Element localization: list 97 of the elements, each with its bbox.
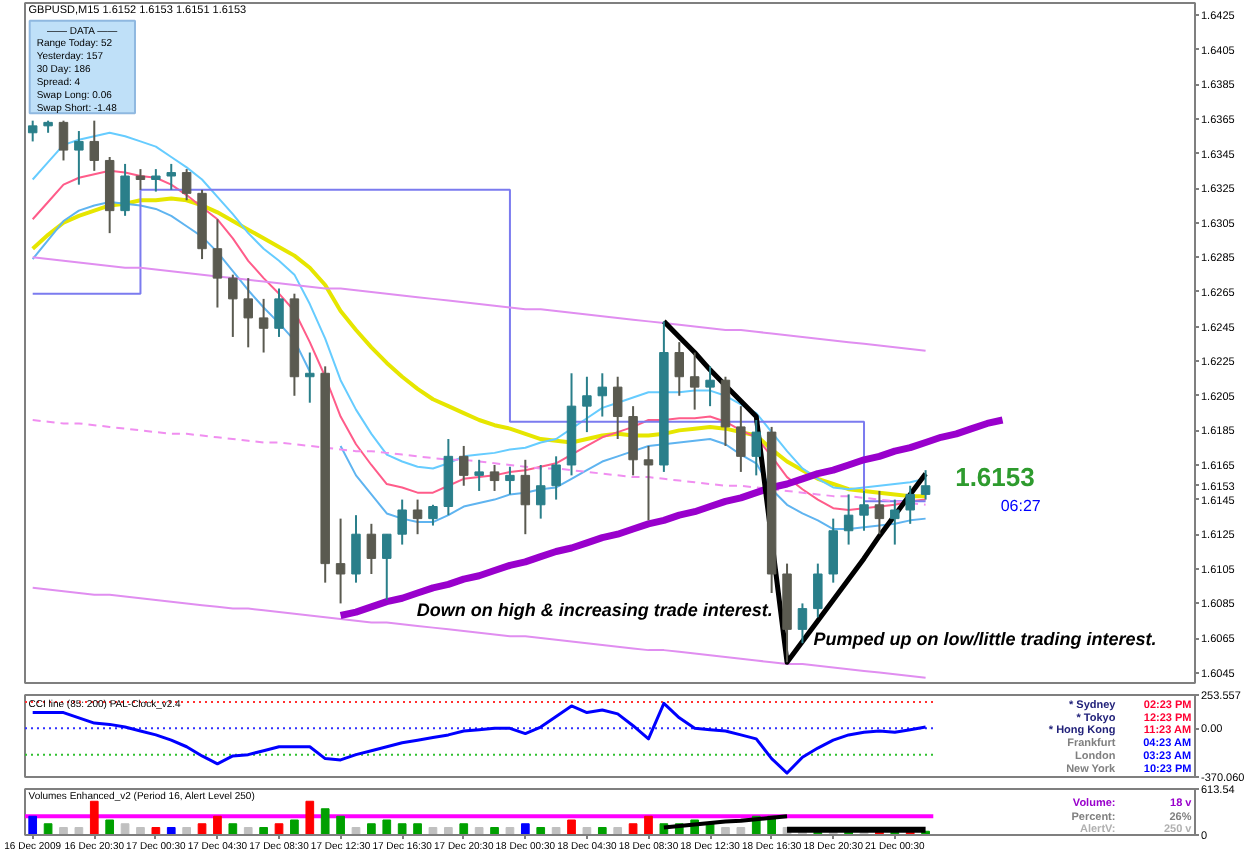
candlestick [874,489,885,536]
bar [259,827,268,835]
candlestick [797,602,808,645]
bar [644,815,653,835]
candlestick [228,273,238,338]
candlestick [736,405,746,473]
candlestick [582,375,592,434]
candlestick [489,463,500,492]
candlestick [920,469,931,501]
bar [736,827,746,835]
bar [305,800,315,835]
annotation: 1.6153 [955,461,1035,492]
bar [228,823,238,835]
candlestick [459,444,469,487]
candlestick [166,162,176,191]
candlestick [890,498,900,546]
candlestick [212,218,223,309]
candlestick [135,168,146,191]
bar [243,827,253,835]
bar [120,823,130,835]
bar [105,819,115,835]
candlestick [828,517,838,584]
bar [490,827,499,835]
candlestick [720,375,731,447]
candlestick [535,463,546,520]
bar [382,819,392,835]
bar [459,823,469,835]
candlestick [89,119,100,172]
bar [613,827,623,835]
bar [428,827,438,835]
candlestick [597,372,608,418]
candlestick [335,517,346,605]
bar [582,827,592,835]
bar [274,823,284,835]
candlestick [58,119,69,162]
candlestick [258,297,269,354]
bar [74,827,84,835]
bar [367,823,376,835]
candlestick [27,119,38,143]
candlestick [274,287,284,338]
annotation: Pumped up on low/little trading interest. [813,629,1157,650]
candlestick [689,351,700,411]
line-series [31,701,928,775]
candlestick [412,498,423,536]
bar [474,827,484,835]
bar [351,827,361,835]
candlestick [474,458,484,492]
bar [59,827,68,835]
bar [536,827,546,835]
candlestick [751,419,761,477]
bar [597,827,607,835]
bar [166,827,176,835]
bar [505,827,515,835]
candlestick [428,503,438,527]
bar [413,823,422,835]
candlestick [813,562,823,619]
annotation: 06:27 [1000,497,1042,516]
bar [444,827,453,835]
candlestick [520,458,531,536]
candlestick [905,484,915,525]
candlestick [843,493,854,546]
bar [520,823,530,835]
bar [336,815,345,835]
bar [567,819,576,835]
bar [197,823,207,835]
candlestick [351,514,361,584]
candlestick [243,277,253,349]
candlestick [397,498,407,546]
candlestick [643,444,654,522]
candlestick [74,130,84,186]
bar [721,827,730,835]
bar [43,823,53,835]
bar [182,827,191,835]
candlestick [612,375,623,441]
candlestick [382,533,392,601]
candlestick [628,405,638,477]
bar [290,819,299,835]
annotation: Down on high & increasing trade interest. [416,600,773,621]
bar [89,800,99,835]
bar [136,827,145,835]
candlestick [674,341,685,397]
candlestick [859,489,869,532]
bar [151,827,161,835]
bar [320,808,330,835]
bar [213,815,222,835]
bar [28,815,38,835]
candlestick [151,168,161,193]
candlestick [366,522,377,575]
bar [551,827,561,835]
candlestick [505,465,515,496]
candlestick [305,351,315,404]
candlestick [120,162,130,217]
candlestick [181,168,192,202]
bar [628,823,638,835]
candlestick [551,455,561,501]
candlestick [705,365,715,408]
bar [397,823,407,835]
